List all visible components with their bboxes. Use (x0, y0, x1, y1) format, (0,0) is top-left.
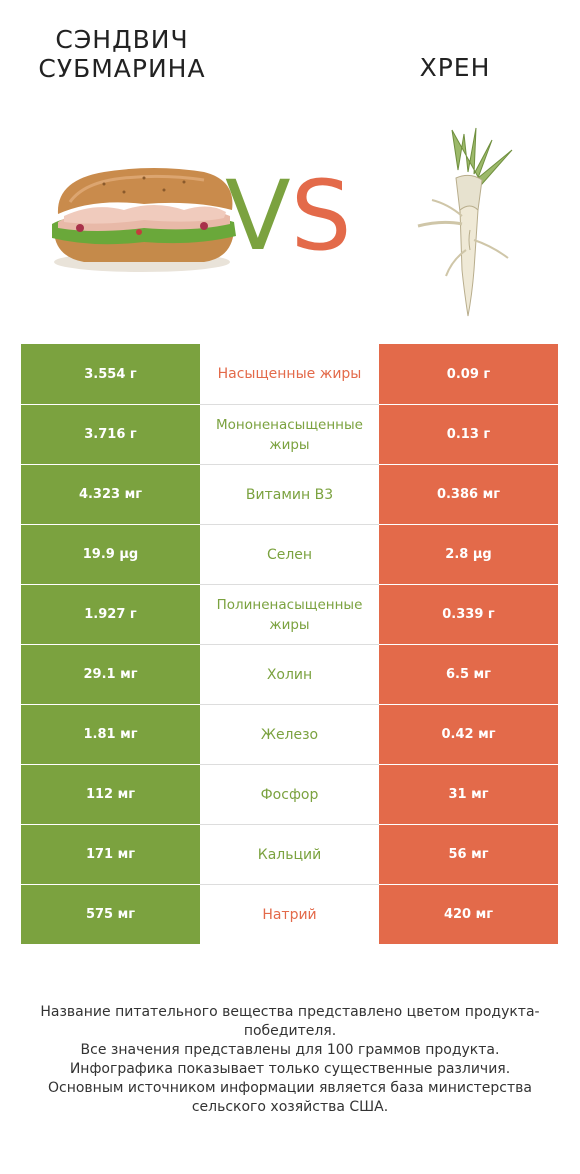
left-value: 29.1 мг (21, 644, 200, 704)
nutrient-name: Полиненасыщенные жиры (200, 584, 379, 644)
table-row: 171 мг Кальций 56 мг (21, 824, 558, 884)
table-row: 19.9 µg Селен 2.8 µg (21, 524, 558, 584)
nutrient-name: Витамин B3 (200, 464, 379, 524)
nutrient-label: Полиненасыщенные жиры (216, 596, 363, 633)
right-value: 0.09 г (379, 344, 558, 404)
right-value: 0.339 г (379, 584, 558, 644)
nutrient-name: Мононенасыщенные жиры (200, 404, 379, 464)
nutrient-label: Фосфор (260, 786, 319, 803)
table-row: 3.554 г Насыщенные жиры 0.09 г (21, 344, 558, 404)
footer-line-3: Инфографика показывает только существенн… (69, 1061, 511, 1077)
right-value: 0.42 мг (379, 704, 558, 764)
nutrient-name: Селен (200, 524, 379, 584)
right-value: 31 мг (379, 764, 558, 824)
nutrient-name: Холин (200, 644, 379, 704)
right-value: 56 мг (379, 824, 558, 884)
footer-line-1: Название питательного вещества представл… (40, 1004, 540, 1039)
table-row: 1.927 г Полиненасыщенные жиры 0.339 г (21, 584, 558, 644)
nutrient-name: Кальций (200, 824, 379, 884)
comparison-table: 3.554 г Насыщенные жиры 0.09 г 3.716 г Монон… (21, 344, 558, 944)
nutrient-name: Фосфор (200, 764, 379, 824)
nutrient-label: Железо (260, 726, 319, 743)
left-value: 19.9 µg (21, 524, 200, 584)
nutrient-label: Натрий (262, 906, 317, 923)
table-row: 1.81 мг Железо 0.42 мг (21, 704, 558, 764)
footer-line-4: Основным источником информации является … (48, 1080, 532, 1115)
table-row: 112 мг Фосфор 31 мг (21, 764, 558, 824)
vs-v-letter: V (225, 160, 291, 272)
horseradish-image (417, 127, 513, 317)
vs-label: VS (225, 168, 352, 264)
table-row: 575 мг Натрий 420 мг (21, 884, 558, 944)
left-value: 3.554 г (21, 344, 200, 404)
nutrient-label: Витамин B3 (245, 486, 334, 503)
left-value: 171 мг (21, 824, 200, 884)
footer-line-2: Все значения представлены для 100 граммо… (80, 1042, 500, 1058)
right-value: 0.13 г (379, 404, 558, 464)
nutrient-label: Холин (266, 666, 313, 683)
left-value: 3.716 г (21, 404, 200, 464)
table-row: 3.716 г Мононенасыщенные жиры 0.13 г (21, 404, 558, 464)
left-value: 1.927 г (21, 584, 200, 644)
left-product-title: СЭНДВИЧ СУБМАРИНА (38, 25, 206, 83)
vs-s-letter: S (290, 160, 352, 272)
left-value: 4.323 мг (21, 464, 200, 524)
footer-notes: Название питательного вещества представл… (40, 1003, 540, 1117)
nutrient-name: Насыщенные жиры (200, 344, 379, 404)
right-value: 420 мг (379, 884, 558, 944)
right-value: 6.5 мг (379, 644, 558, 704)
table-row: 29.1 мг Холин 6.5 мг (21, 644, 558, 704)
left-value: 112 мг (21, 764, 200, 824)
right-product-title: ХРЕН (419, 53, 491, 82)
nutrient-label: Насыщенные жиры (217, 366, 362, 382)
nutrient-name: Железо (200, 704, 379, 764)
right-value: 0.386 мг (379, 464, 558, 524)
nutrient-label: Кальций (257, 846, 322, 863)
nutrient-name: Натрий (200, 884, 379, 944)
table-row: 4.323 мг Витамин B3 0.386 мг (21, 464, 558, 524)
sandwich-image (52, 168, 236, 272)
nutrient-label: Селен (266, 546, 313, 563)
right-value: 2.8 µg (379, 524, 558, 584)
left-value: 1.81 мг (21, 704, 200, 764)
left-value: 575 мг (21, 884, 200, 944)
nutrient-label: Мононенасыщенные жиры (216, 416, 363, 453)
